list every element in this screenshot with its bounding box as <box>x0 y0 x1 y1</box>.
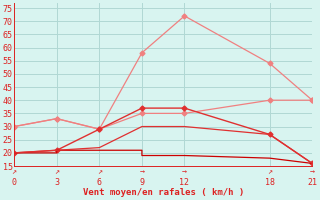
X-axis label: Vent moyen/en rafales ( km/h ): Vent moyen/en rafales ( km/h ) <box>83 188 244 197</box>
